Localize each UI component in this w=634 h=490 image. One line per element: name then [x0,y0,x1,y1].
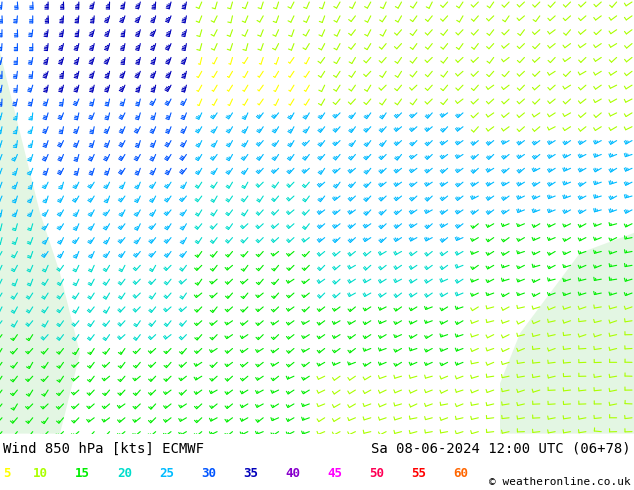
Polygon shape [500,233,634,434]
Text: 40: 40 [285,467,300,480]
Text: 35: 35 [243,467,258,480]
Polygon shape [0,52,80,434]
Text: 5: 5 [3,467,11,480]
Text: 10: 10 [33,467,48,480]
Text: 20: 20 [117,467,132,480]
Text: 55: 55 [411,467,426,480]
Text: 50: 50 [369,467,384,480]
Text: 30: 30 [201,467,216,480]
Text: © weatheronline.co.uk: © weatheronline.co.uk [489,477,631,487]
Text: Sa 08-06-2024 12:00 UTC (06+78): Sa 08-06-2024 12:00 UTC (06+78) [372,441,631,456]
Text: 15: 15 [75,467,90,480]
Text: 25: 25 [159,467,174,480]
Text: 45: 45 [327,467,342,480]
Text: Wind 850 hPa [kts] ECMWF: Wind 850 hPa [kts] ECMWF [3,441,204,456]
Text: 60: 60 [453,467,468,480]
